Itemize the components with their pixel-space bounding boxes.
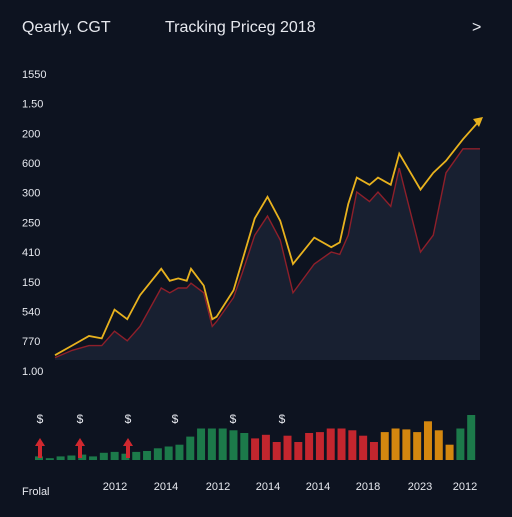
y-tick-label: 200 xyxy=(22,128,40,140)
volume-bar xyxy=(391,428,400,460)
volume-bar xyxy=(89,456,98,460)
marker: $ xyxy=(125,412,132,426)
up-arrow xyxy=(75,438,85,458)
y-tick-label: 1550 xyxy=(22,69,46,81)
y-tick-label: 1.00 xyxy=(22,366,43,378)
volume-bar xyxy=(197,428,206,460)
chevron[interactable]: > xyxy=(472,19,481,36)
y-tick-label: 600 xyxy=(22,158,40,170)
marker: $ xyxy=(77,412,84,426)
volume-bar xyxy=(272,442,281,460)
volume-bar xyxy=(35,456,43,460)
volume-bar xyxy=(423,421,432,460)
volume-bar xyxy=(218,428,227,460)
volume-bar xyxy=(402,429,411,460)
marker: $ xyxy=(172,412,179,426)
volume-bar xyxy=(337,428,346,460)
volume-bar xyxy=(175,444,184,460)
volume-bar xyxy=(456,428,465,460)
volume-bar xyxy=(261,434,270,460)
volume-bar xyxy=(56,456,65,460)
volume-bar xyxy=(164,446,173,460)
x-tick-label: 2014 xyxy=(154,481,178,493)
volume-bar xyxy=(143,451,152,460)
marker: $ xyxy=(279,412,286,426)
header-left: Qearly, CGT xyxy=(22,19,111,36)
volume-bar xyxy=(121,453,130,460)
volume-bar xyxy=(207,428,216,460)
x-tick-label: 2023 xyxy=(408,481,432,493)
volume-bar xyxy=(380,432,389,460)
volume-bar xyxy=(67,455,76,460)
volume-bar xyxy=(99,452,108,460)
volume-bar xyxy=(315,432,324,460)
volume-bar xyxy=(326,428,335,460)
volume-bar xyxy=(445,444,454,460)
y-tick-label: 250 xyxy=(22,217,40,229)
y-tick-label: 1.50 xyxy=(22,99,43,111)
volume-bar xyxy=(359,435,368,460)
volume-bar xyxy=(348,430,357,460)
arrow-head xyxy=(473,117,483,127)
x-tick-label: 2012 xyxy=(206,481,230,493)
volume-bar xyxy=(78,454,87,460)
marker: $ xyxy=(230,412,237,426)
line xyxy=(54,119,481,356)
marker: $ xyxy=(37,412,44,426)
y-tick-label: 150 xyxy=(22,277,40,289)
volume-bar xyxy=(369,442,378,460)
volume-bar xyxy=(305,433,314,460)
up-arrow xyxy=(35,438,45,458)
volume-bar xyxy=(153,448,162,460)
y-tick-label: 300 xyxy=(22,188,40,200)
y-tick-label: 770 xyxy=(22,336,40,348)
line xyxy=(54,148,480,359)
x-tick-label: 2018 xyxy=(356,481,380,493)
volume-bar xyxy=(186,436,195,460)
up-arrow xyxy=(123,438,133,458)
volume-bar xyxy=(45,458,54,460)
x-tick-label: 2014 xyxy=(306,481,330,493)
volume-bar xyxy=(413,432,422,460)
volume-bar xyxy=(294,442,303,460)
x-tick-label: 2012 xyxy=(103,481,127,493)
x-tick-label: 2014 xyxy=(256,481,280,493)
volume-bar xyxy=(110,451,119,460)
volume-bar xyxy=(251,438,260,460)
volume-bar xyxy=(132,451,141,460)
volume-bar xyxy=(229,430,238,460)
y-tick-label: 410 xyxy=(22,247,40,259)
volume-bar xyxy=(467,415,476,460)
header-title: Tracking Priceg 2018 xyxy=(165,19,316,36)
footer: Frolal xyxy=(22,486,50,498)
y-tick-label: 540 xyxy=(22,307,40,319)
volume-bar xyxy=(434,430,443,460)
area xyxy=(55,148,480,360)
volume-bar xyxy=(240,433,249,460)
x-tick-label: 2012 xyxy=(453,481,477,493)
volume-bar xyxy=(283,435,292,460)
